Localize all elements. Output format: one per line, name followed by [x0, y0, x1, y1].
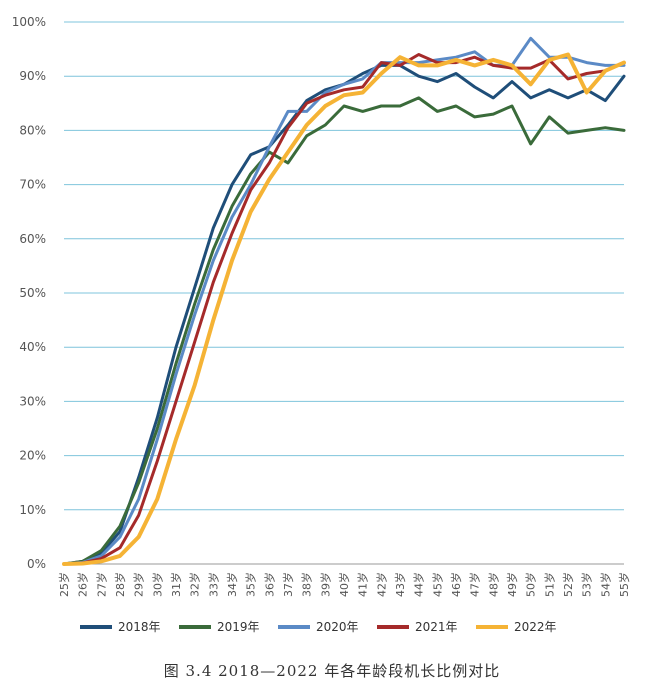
legend-label: 2021年: [415, 620, 458, 634]
y-tick-label: 0%: [27, 557, 46, 571]
line-chart: 0% 10% 20% 30% 40% 50% 60% 70% 80% 90% 100% 25岁 26岁…: [12, 15, 631, 634]
y-tick-label: 60%: [19, 232, 46, 246]
legend: 2018年 2019年 2020年 2021年 2022年: [80, 620, 557, 634]
gridlines: [64, 21, 624, 565]
x-tick-label: 40岁: [337, 572, 351, 597]
x-tick-label: 50岁: [524, 572, 538, 597]
x-tick-label: 44岁: [412, 572, 426, 597]
y-tick-label: 90%: [19, 69, 46, 83]
x-tick-label: 39岁: [318, 572, 332, 597]
x-tick-label: 54岁: [598, 572, 612, 597]
y-tick-label: 50%: [19, 286, 46, 300]
x-tick-label: 41岁: [356, 572, 370, 597]
x-tick-label: 43岁: [393, 572, 407, 597]
x-tick-label: 51岁: [542, 572, 556, 597]
legend-label: 2022年: [514, 620, 557, 634]
series-line-2020年: [62, 36, 626, 566]
x-axis-ticks: 25岁 26岁 27岁 28岁 29岁 30岁 31岁 32岁 33岁 34岁 35岁 36岁 37岁 3…: [57, 572, 631, 597]
x-tick-label: 25岁: [57, 572, 71, 597]
legend-label: 2020年: [316, 620, 359, 634]
y-axis-ticks: 0% 10% 20% 30% 40% 50% 60% 70% 80% 90% 100%: [12, 15, 46, 571]
legend-label: 2018年: [118, 620, 161, 634]
x-tick-label: 53岁: [580, 572, 594, 597]
y-tick-label: 40%: [19, 340, 46, 354]
figure-caption: 图 3.4 2018—2022 年各年龄段机长比例对比: [163, 662, 501, 680]
y-tick-label: 80%: [19, 123, 46, 137]
x-tick-label: 52岁: [561, 572, 575, 597]
y-tick-label: 20%: [19, 449, 46, 463]
y-tick-label: 30%: [19, 394, 46, 408]
x-tick-label: 34岁: [225, 572, 239, 597]
y-tick-label: 70%: [19, 178, 46, 192]
legend-label: 2019年: [217, 620, 260, 634]
x-tick-label: 37岁: [281, 572, 295, 597]
series-line-2021年: [62, 53, 626, 566]
x-tick-label: 42岁: [374, 572, 388, 597]
y-tick-label: 10%: [19, 503, 46, 517]
x-tick-label: 38岁: [300, 572, 314, 597]
x-tick-label: 35岁: [244, 572, 258, 597]
x-tick-label: 32岁: [188, 572, 202, 597]
x-tick-label: 31岁: [169, 572, 183, 597]
series-line-2019年: [62, 96, 626, 566]
x-tick-label: 28岁: [113, 572, 127, 597]
x-tick-label: 26岁: [76, 572, 90, 597]
x-tick-label: 49岁: [505, 572, 519, 597]
y-tick-label: 100%: [12, 15, 46, 29]
series-line-2022年: [62, 52, 626, 566]
x-tick-label: 47岁: [468, 572, 482, 597]
x-tick-label: 27岁: [94, 572, 108, 597]
x-tick-label: 46岁: [449, 572, 463, 597]
x-tick-label: 48岁: [486, 572, 500, 597]
x-tick-label: 45岁: [430, 572, 444, 597]
x-tick-label: 30岁: [150, 572, 164, 597]
x-tick-label: 36岁: [262, 572, 276, 597]
x-tick-label: 33岁: [206, 572, 220, 597]
x-tick-label: 55岁: [617, 572, 631, 597]
x-tick-label: 29岁: [132, 572, 146, 597]
series-lines: [62, 36, 626, 566]
